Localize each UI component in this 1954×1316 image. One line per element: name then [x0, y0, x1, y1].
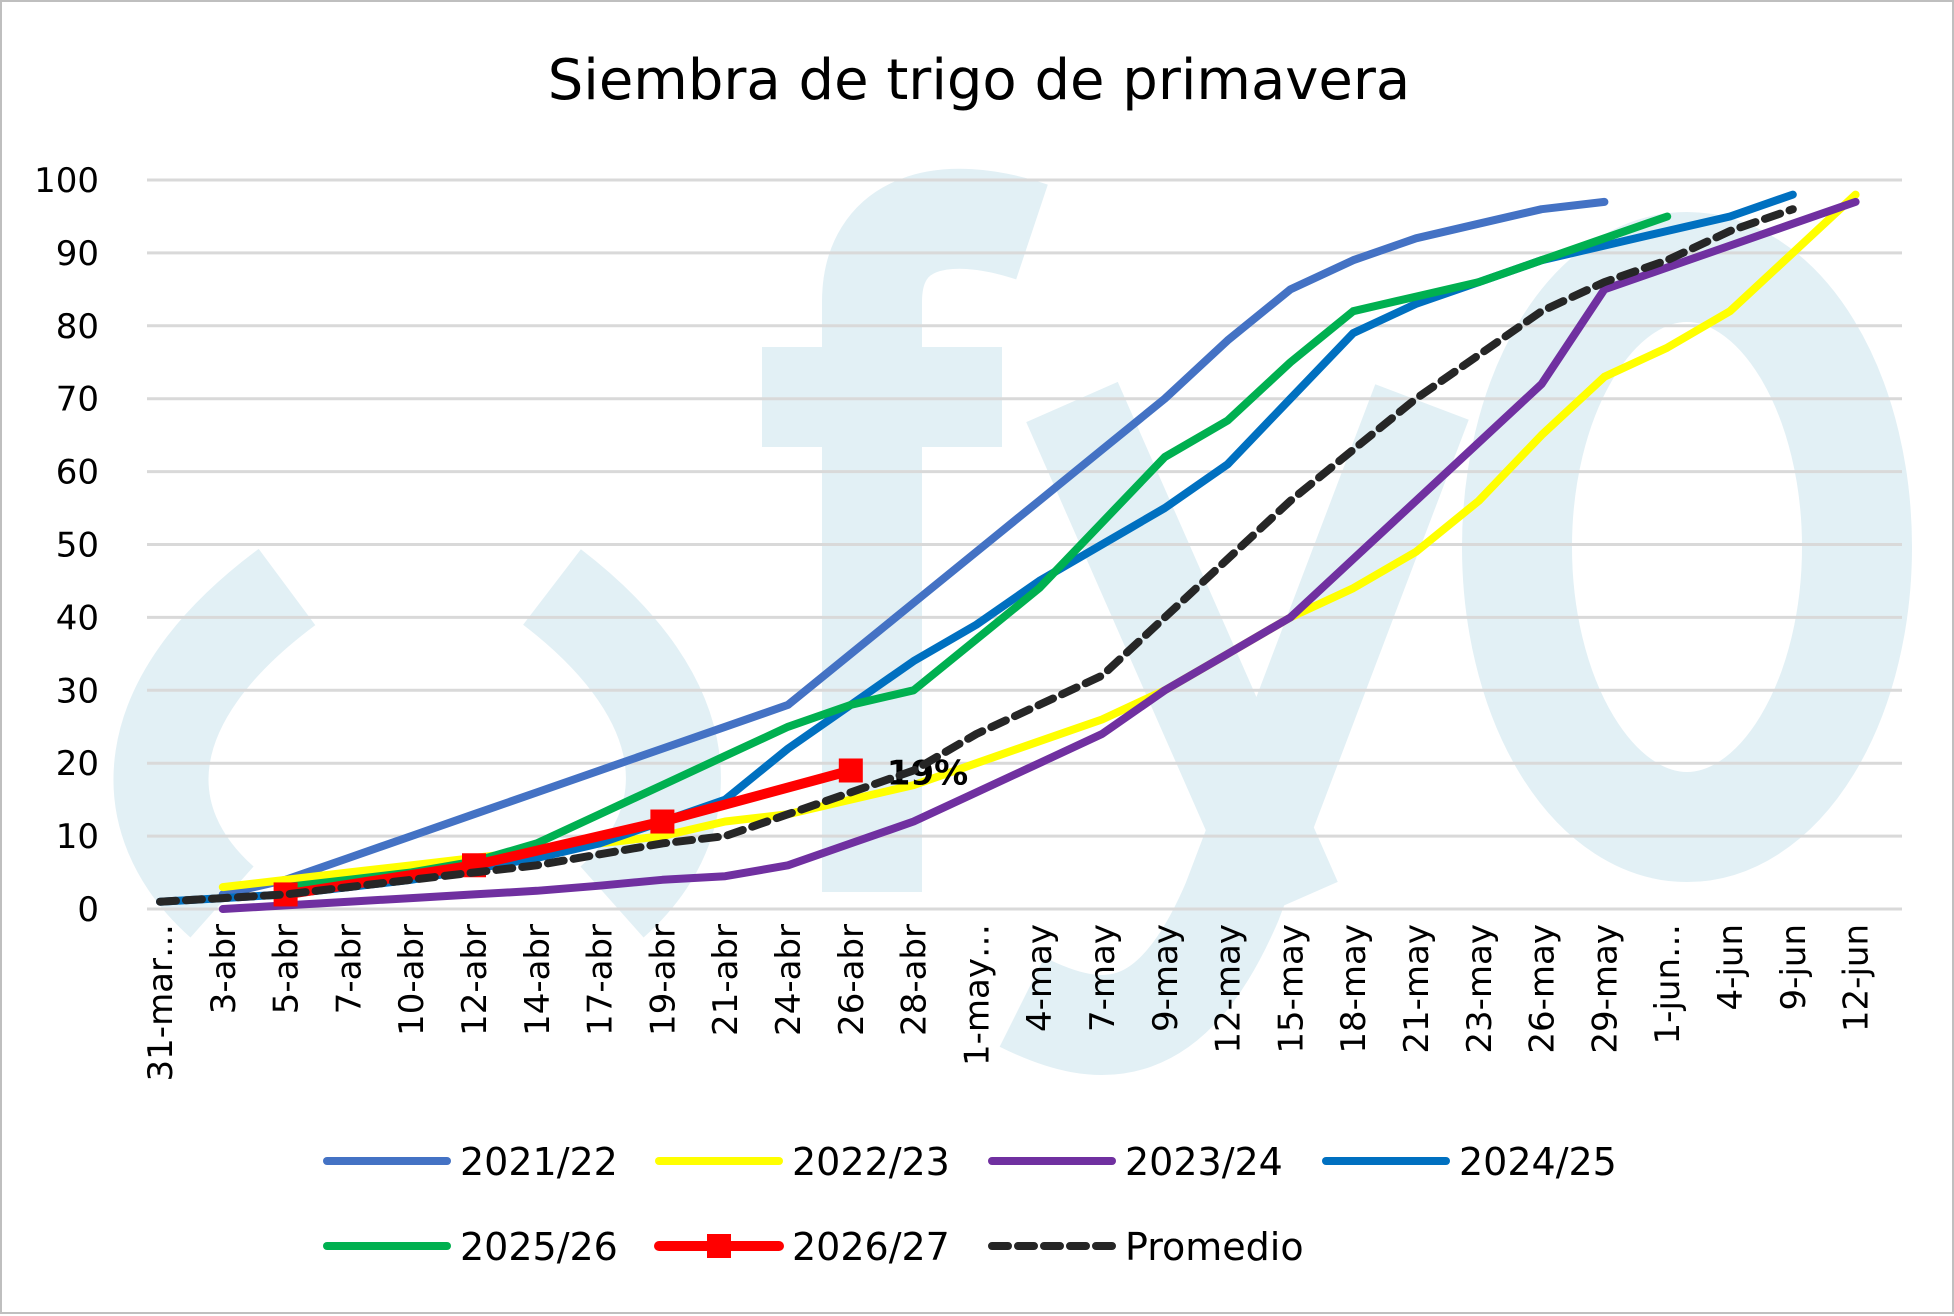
x-tick-label: 3-abr	[204, 924, 244, 1014]
y-tick-label: 90	[56, 234, 99, 274]
series-promedio	[156, 205, 1797, 906]
watermark-letter-o	[1462, 212, 1912, 882]
legend-label: 2026/27	[792, 1225, 950, 1269]
chart-title: Siembra de trigo de primavera	[548, 48, 1410, 113]
legend-item: 2026/27	[654, 1225, 950, 1269]
x-tick-label: 21-abr	[706, 924, 746, 1036]
legend-label: 2025/26	[460, 1225, 618, 1269]
y-tick-label: 70	[56, 380, 99, 420]
x-tick-label: 12-abr	[455, 924, 495, 1036]
y-tick-label: 60	[56, 453, 99, 493]
x-tick-label: 28-abr	[895, 924, 935, 1036]
legend-label: 2023/24	[1125, 1140, 1283, 1184]
x-tick-label: 9-may	[1146, 924, 1186, 1032]
y-tick-label: 20	[56, 744, 99, 784]
x-tick-label: 26-abr	[832, 924, 872, 1036]
legend-item: 2023/24	[988, 1140, 1283, 1184]
legend-label: 2021/22	[460, 1140, 618, 1184]
legend-label: Promedio	[1125, 1225, 1304, 1269]
x-tick-label: 1-may…	[957, 924, 997, 1066]
series-line	[218, 197, 1609, 899]
x-tick-label: 4-jun	[1711, 924, 1751, 1010]
legend-item: 2022/23	[655, 1140, 950, 1184]
legend-label: 2024/25	[1459, 1140, 1617, 1184]
series-2021-22	[218, 197, 1609, 899]
y-tick-label: 30	[56, 671, 99, 711]
x-tick-label: 29-may	[1585, 924, 1625, 1054]
x-tick-label: 23-may	[1460, 924, 1500, 1054]
y-tick-label: 0	[77, 890, 99, 930]
legend-item: 2021/22	[323, 1140, 618, 1184]
legend-label: 2022/23	[792, 1140, 950, 1184]
watermark-arc-right	[522, 549, 721, 938]
x-tick-label: 24-abr	[769, 924, 809, 1036]
y-tick-label: 100	[34, 161, 99, 201]
x-tick-label: 1-jun…	[1648, 924, 1688, 1044]
y-tick-label: 80	[56, 307, 99, 347]
x-tick-label: 5-abr	[267, 924, 307, 1014]
series-line	[281, 212, 1672, 892]
x-tick-label: 17-abr	[581, 924, 621, 1036]
series-line	[218, 197, 1860, 913]
legend-item: 2024/25	[1322, 1140, 1617, 1184]
legend-item: Promedio	[988, 1225, 1304, 1269]
x-tick-label: 7-abr	[329, 924, 369, 1014]
y-tick-label: 40	[56, 598, 99, 638]
y-tick-label: 50	[56, 526, 99, 566]
data-point-marker	[650, 809, 675, 834]
watermark-letter-f	[762, 168, 1048, 892]
legend-item: 2025/26	[323, 1225, 618, 1269]
x-tick-label: 10-abr	[392, 924, 432, 1036]
watermark-logo	[113, 168, 1912, 1075]
x-tick-label: 15-may	[1271, 924, 1311, 1054]
y-tick-label: 10	[56, 817, 99, 857]
data-point-marker	[838, 758, 863, 783]
x-tick-label: 7-may	[1083, 924, 1123, 1032]
x-tick-label: 31-mar…	[141, 924, 181, 1081]
legend-marker	[707, 1234, 731, 1258]
watermark-letter-y	[999, 381, 1469, 1075]
x-tick-label: 19-abr	[643, 924, 683, 1036]
x-tick-label: 9-jun	[1774, 924, 1814, 1010]
series-2025-26	[281, 212, 1672, 892]
x-tick-label: 14-abr	[518, 924, 558, 1036]
x-tick-label: 18-may	[1334, 924, 1374, 1054]
x-tick-label: 21-may	[1397, 924, 1437, 1054]
x-tick-label: 12-jun	[1837, 924, 1877, 1032]
series-line	[156, 205, 1797, 906]
x-tick-label: 4-may	[1020, 924, 1060, 1032]
series-2023-24	[218, 197, 1860, 913]
watermark-arc-left	[113, 548, 316, 938]
x-tick-label: 12-may	[1209, 924, 1249, 1054]
x-tick-label: 26-may	[1523, 924, 1563, 1054]
